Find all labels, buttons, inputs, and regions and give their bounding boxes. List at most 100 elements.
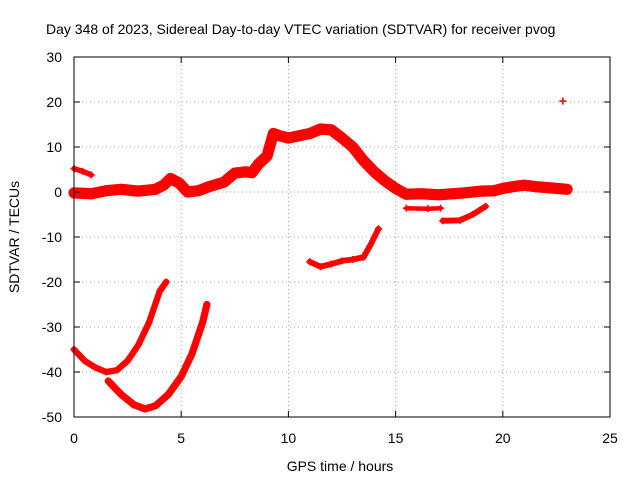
data-point: [269, 130, 277, 137]
data-point: [160, 181, 168, 189]
data-point: [477, 187, 485, 195]
data-point: [306, 258, 314, 266]
data-point: [117, 185, 125, 193]
data-point: [349, 256, 357, 263]
data-point: [134, 187, 142, 195]
data-point: [184, 188, 192, 196]
data-point: [317, 263, 325, 271]
series-arc-2: [70, 165, 95, 179]
x-axis-label: GPS time / hours: [287, 458, 394, 474]
x-tick-label: 0: [70, 430, 78, 446]
data-point: [134, 341, 142, 349]
data-point: [338, 257, 346, 265]
x-tick-label: 5: [177, 430, 185, 446]
data-point: [177, 373, 185, 380]
grid: [74, 57, 610, 417]
series-arc-4: [104, 300, 211, 413]
chart-title: Day 348 of 2023, Sidereal Day-to-day VTE…: [46, 21, 555, 37]
data-point: [381, 177, 389, 185]
data-point: [254, 160, 262, 168]
data-point: [162, 278, 170, 286]
data-point: [402, 204, 410, 212]
data-point: [130, 401, 138, 409]
data-point: [338, 134, 346, 142]
data-point: [263, 152, 271, 160]
data-point: [374, 225, 382, 233]
data-point: [102, 187, 110, 195]
x-tick-label: 15: [388, 430, 404, 446]
data-point: [392, 184, 400, 192]
data-point: [242, 168, 250, 176]
data-point: [417, 190, 425, 198]
data-point: [295, 132, 303, 140]
data-point: [276, 132, 284, 140]
data-point: [327, 126, 335, 134]
data-point: [203, 301, 211, 308]
y-tick-label: -20: [42, 274, 62, 290]
y-tick-label: 30: [46, 49, 62, 65]
data-point: [424, 205, 432, 213]
data-point: [102, 368, 110, 376]
y-tick-label: -10: [42, 229, 62, 245]
data-point: [563, 185, 571, 193]
data-point: [231, 169, 239, 177]
series-line: [439, 203, 489, 224]
data-point: [87, 190, 95, 198]
series-arc-5: [306, 225, 382, 271]
data-point: [113, 366, 121, 374]
data-point: [490, 187, 498, 195]
series-line: [70, 278, 170, 376]
series-arc-8: [559, 97, 567, 105]
data-point: [327, 260, 335, 268]
data-point: [542, 184, 550, 191]
data-point: [124, 357, 132, 365]
data-point: [194, 187, 202, 195]
series-arc-1: [68, 123, 573, 201]
x-tick-label: 10: [281, 430, 297, 446]
data-point: [151, 402, 159, 410]
y-axis-label: SDTVAR / TECUs: [6, 181, 22, 293]
series-line: [404, 205, 443, 211]
data-point: [520, 181, 528, 189]
y-tick-label: -50: [42, 409, 62, 425]
axes: 0 5 10 15 20 25 -50 -40 -30 -20 -10 0 10 20 30: [42, 49, 618, 446]
data-point: [117, 391, 125, 398]
y-tick-label: 20: [46, 94, 62, 110]
data-point: [439, 217, 447, 225]
data-point: [359, 253, 367, 261]
y-tick-label: 10: [46, 139, 62, 155]
series-line: [68, 123, 573, 201]
data-point: [482, 202, 490, 210]
data-point: [552, 184, 560, 192]
data-point: [248, 169, 256, 177]
data-point: [306, 130, 314, 137]
data-point: [141, 405, 149, 413]
y-tick-label: -30: [42, 319, 62, 335]
data-point: [145, 319, 153, 326]
data-point: [456, 189, 464, 197]
x-tick-label: 20: [495, 430, 511, 446]
data-point: [359, 157, 367, 164]
y-tick-label: -40: [42, 364, 62, 380]
data-point: [434, 191, 442, 199]
data-point: [164, 391, 172, 398]
data-point: [166, 175, 174, 182]
data-point: [499, 184, 507, 192]
data-point: [349, 143, 357, 151]
data-point: [188, 350, 196, 358]
series-arc-7: [439, 202, 490, 225]
data-point: [151, 185, 159, 193]
data-point: [79, 167, 87, 175]
data-point: [284, 134, 292, 142]
series-arc-6: [402, 204, 445, 213]
data-point: [104, 377, 112, 385]
data-point: [469, 211, 477, 218]
data-point: [437, 204, 445, 212]
series-line: [104, 300, 211, 413]
data-point: [510, 183, 518, 191]
data-point: [156, 287, 164, 295]
y-tick-label: 0: [54, 184, 62, 200]
data-point: [81, 357, 89, 365]
data-point: [87, 171, 95, 179]
